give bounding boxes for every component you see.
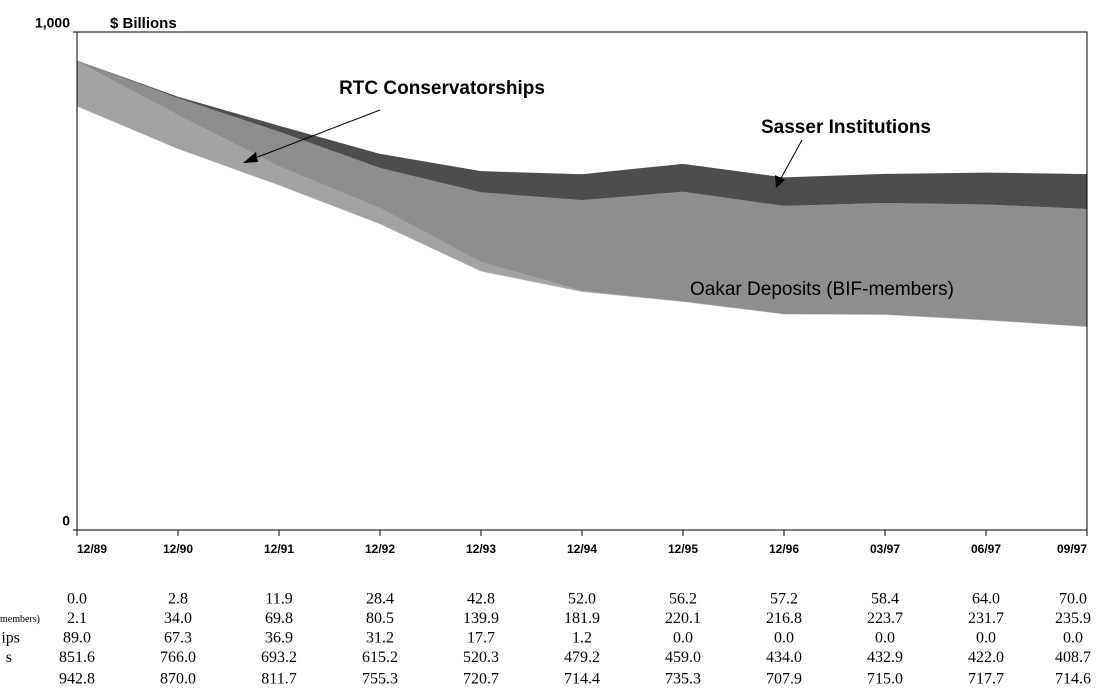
table-value: 0.0 [875, 630, 895, 647]
table-value: 11.9 [265, 591, 292, 608]
arrowhead [775, 175, 785, 188]
arrowhead [243, 152, 258, 163]
x-tick-label: 06/97 [971, 542, 1001, 556]
table-value: 459.0 [665, 649, 701, 666]
table-total: 707.9 [766, 671, 802, 688]
table-total: 755.3 [362, 671, 398, 688]
table-value: 479.2 [564, 649, 600, 666]
table-value: 70.0 [1059, 591, 1087, 608]
table-value: 0.0 [673, 630, 693, 647]
table-value: 1.2 [572, 630, 592, 647]
table-value: 42.8 [467, 591, 495, 608]
y-tick-label: 0 [62, 513, 70, 529]
table-value: 0.0 [774, 630, 794, 647]
x-tick-label: 12/93 [466, 542, 496, 556]
arrow [249, 109, 381, 161]
table-value: 693.2 [261, 649, 297, 666]
area [76, 105, 1088, 531]
table-value: 220.1 [665, 610, 701, 627]
row-label: s [6, 649, 12, 666]
table-total: 811.7 [261, 671, 296, 688]
table-value: 422.0 [968, 649, 1004, 666]
arrow [779, 139, 803, 181]
x-tick-label: 12/91 [264, 542, 294, 556]
table-total: 717.7 [968, 671, 1004, 688]
table-value: 139.9 [463, 610, 499, 627]
row-label: ips [1, 630, 20, 647]
annotation: Sasser Institutions [761, 117, 931, 138]
x-tick-label: 12/96 [769, 542, 799, 556]
x-tick-label: 09/97 [1057, 542, 1087, 556]
table-value: 17.7 [467, 630, 495, 647]
x-tick-label: 12/92 [365, 542, 395, 556]
table-value: 0.0 [1063, 630, 1083, 647]
table-value: 434.0 [766, 649, 802, 666]
table-value: 31.2 [366, 630, 394, 647]
annotation: Oakar Deposits (BIF-members) [690, 279, 954, 300]
table-value: 2.8 [168, 591, 188, 608]
y-axis-label: $ Billions [110, 15, 177, 32]
x-tick-label: 12/90 [163, 542, 193, 556]
annotation: RTC Conservatorships [339, 78, 545, 99]
table-value: 80.5 [366, 610, 394, 627]
table-total: 720.7 [463, 671, 499, 688]
table-total: 714.4 [564, 671, 600, 688]
table-total: 942.8 [59, 671, 95, 688]
row-label: F-members) [0, 614, 40, 625]
table-total: 715.0 [867, 671, 903, 688]
table-value: 223.7 [867, 610, 903, 627]
table-value: 28.4 [366, 591, 394, 608]
table-value: 408.7 [1055, 649, 1091, 666]
area [77, 60, 1087, 209]
x-tick-label: 03/97 [870, 542, 900, 556]
table-total: 714.6 [1055, 671, 1091, 688]
area [77, 60, 1087, 327]
table-value: 0.0 [976, 630, 996, 647]
table-value: 181.9 [564, 610, 600, 627]
table-value: 235.9 [1055, 610, 1091, 627]
table-value: 2.1 [67, 610, 87, 627]
table-value: 89.0 [63, 630, 91, 647]
table-value: 69.8 [265, 610, 293, 627]
table-total: 735.3 [665, 671, 701, 688]
table-value: 766.0 [160, 649, 196, 666]
x-tick-label: 12/95 [668, 542, 698, 556]
table-value: 67.3 [164, 630, 192, 647]
y-tick-label: 1,000 [35, 15, 70, 31]
table-value: 0.0 [67, 591, 87, 608]
table-value: 57.2 [770, 591, 798, 608]
table-value: 216.8 [766, 610, 802, 627]
table-value: 615.2 [362, 649, 398, 666]
table-value: 851.6 [59, 649, 95, 666]
table-total: 870.0 [160, 671, 196, 688]
table-value: 52.0 [568, 591, 596, 608]
table-value: 520.3 [463, 649, 499, 666]
table-value: 34.0 [164, 610, 192, 627]
x-tick-label: 12/94 [567, 542, 597, 556]
table-value: 58.4 [871, 591, 899, 608]
table-value: 56.2 [669, 591, 697, 608]
table-value: 36.9 [265, 630, 293, 647]
x-tick-label: 12/89 [77, 542, 107, 556]
table-value: 64.0 [972, 591, 1000, 608]
table-value: 231.7 [968, 610, 1004, 627]
table-value: 432.9 [867, 649, 903, 666]
